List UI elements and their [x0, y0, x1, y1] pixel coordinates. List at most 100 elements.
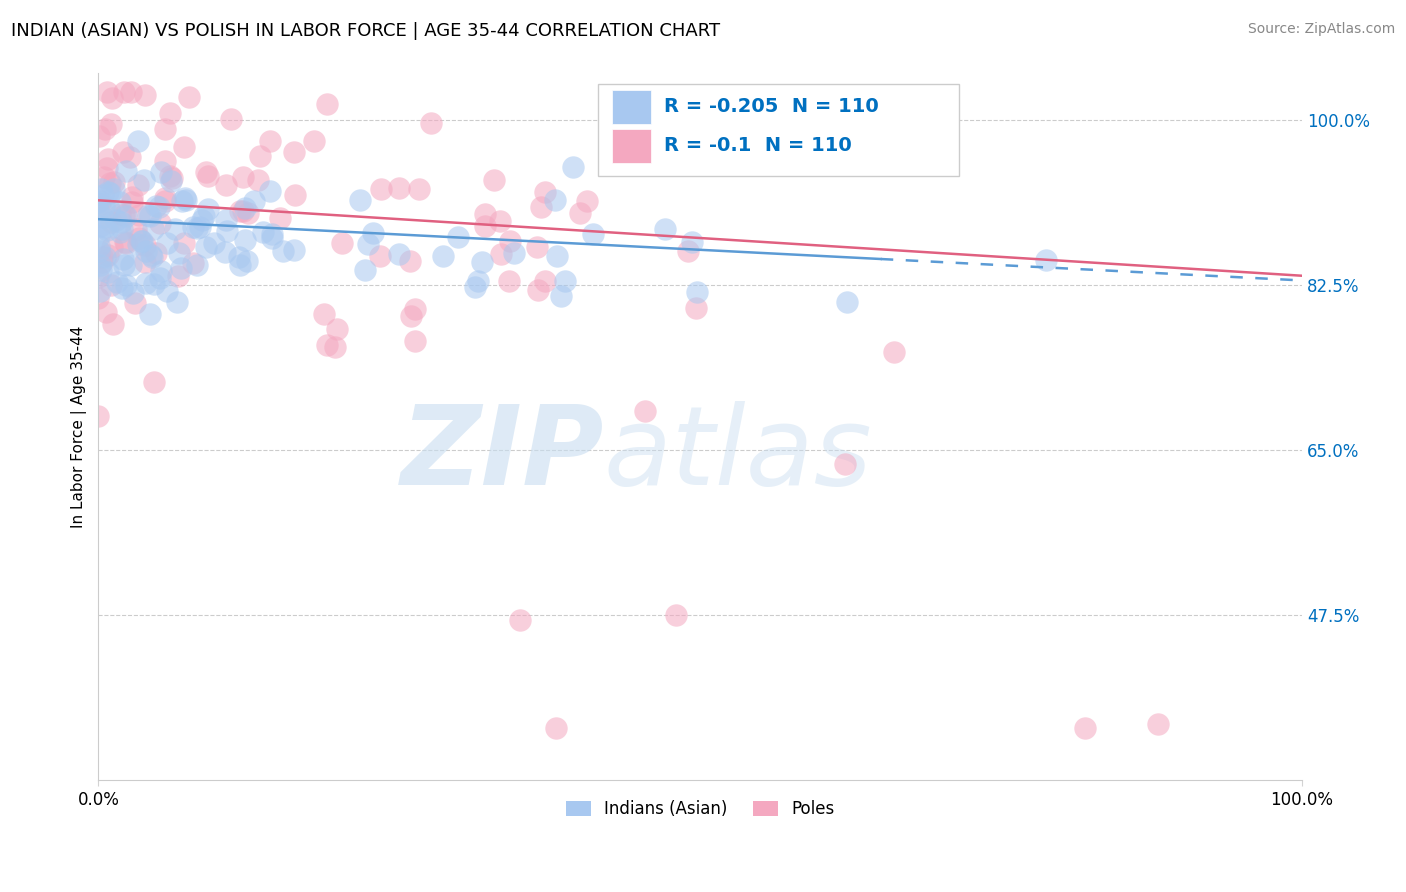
- Point: [302, 134, 325, 148]
- Point: [194, 164, 217, 178]
- Point: [526, 283, 548, 297]
- Point: [498, 235, 520, 249]
- Point: [156, 284, 179, 298]
- Point: [89, 239, 111, 253]
- Point: [260, 227, 283, 241]
- Point: [315, 97, 337, 112]
- Point: [354, 263, 377, 277]
- Point: [111, 281, 134, 295]
- Point: [398, 254, 420, 268]
- Point: [131, 234, 153, 248]
- Point: [97, 185, 120, 199]
- Point: [159, 105, 181, 120]
- Point: [173, 140, 195, 154]
- Point: [125, 222, 148, 236]
- Point: [582, 227, 605, 242]
- Point: [127, 178, 149, 192]
- Point: [681, 235, 703, 250]
- Point: [546, 249, 568, 263]
- FancyBboxPatch shape: [613, 128, 651, 163]
- Point: [87, 269, 110, 284]
- Point: [87, 202, 110, 217]
- Point: [93, 199, 115, 213]
- Text: R = -0.205  N = 110: R = -0.205 N = 110: [664, 97, 879, 117]
- Point: [110, 222, 132, 236]
- Point: [124, 295, 146, 310]
- Point: [115, 164, 138, 178]
- Point: [447, 230, 470, 244]
- Point: [464, 280, 486, 294]
- Point: [149, 271, 172, 285]
- Point: [103, 182, 125, 196]
- Point: [98, 202, 121, 216]
- Point: [127, 237, 149, 252]
- Point: [142, 277, 165, 291]
- Point: [676, 244, 699, 258]
- Point: [103, 175, 125, 189]
- Point: [236, 254, 259, 268]
- Point: [93, 170, 115, 185]
- Point: [404, 334, 426, 348]
- Point: [136, 208, 159, 222]
- Point: [142, 375, 165, 389]
- Point: [169, 260, 191, 275]
- Point: [474, 219, 496, 233]
- Text: INDIAN (ASIAN) VS POLISH IN LABOR FORCE | AGE 35-44 CORRELATION CHART: INDIAN (ASIAN) VS POLISH IN LABOR FORCE …: [11, 22, 720, 40]
- Point: [89, 197, 111, 211]
- Point: [174, 193, 197, 207]
- Point: [214, 244, 236, 259]
- Point: [121, 195, 143, 210]
- Point: [170, 194, 193, 208]
- Point: [432, 249, 454, 263]
- Point: [112, 258, 135, 272]
- Point: [283, 145, 305, 159]
- Point: [186, 221, 208, 235]
- Point: [685, 301, 707, 315]
- Point: [284, 187, 307, 202]
- Point: [96, 85, 118, 99]
- Point: [665, 608, 688, 623]
- Point: [139, 307, 162, 321]
- Point: [90, 263, 112, 277]
- Point: [576, 194, 599, 208]
- Point: [474, 207, 496, 221]
- Point: [94, 220, 117, 235]
- Point: [191, 213, 214, 227]
- Point: [149, 263, 172, 277]
- Point: [128, 231, 150, 245]
- Point: [155, 122, 177, 136]
- Point: [110, 225, 132, 239]
- Point: [153, 194, 176, 208]
- Point: [167, 245, 190, 260]
- Point: [127, 135, 149, 149]
- Point: [228, 203, 250, 218]
- Point: [90, 251, 112, 265]
- Point: [181, 256, 204, 270]
- Point: [87, 195, 110, 210]
- Point: [489, 214, 512, 228]
- Point: [120, 150, 142, 164]
- Point: [153, 191, 176, 205]
- Point: [134, 254, 156, 268]
- Y-axis label: In Labor Force | Age 35-44: In Labor Force | Age 35-44: [72, 326, 87, 528]
- Point: [835, 295, 858, 310]
- Point: [112, 85, 135, 99]
- Point: [186, 258, 208, 272]
- Point: [96, 222, 118, 236]
- Point: [134, 87, 156, 102]
- Point: [530, 200, 553, 214]
- Legend: Indians (Asian), Poles: Indians (Asian), Poles: [560, 794, 841, 825]
- Point: [686, 285, 709, 299]
- Point: [233, 201, 256, 215]
- Point: [370, 181, 392, 195]
- Point: [482, 173, 505, 187]
- Point: [145, 199, 167, 213]
- Point: [108, 195, 131, 210]
- Point: [188, 219, 211, 234]
- Point: [98, 186, 121, 201]
- Point: [323, 340, 346, 354]
- Point: [97, 248, 120, 262]
- Point: [91, 211, 114, 225]
- Point: [121, 190, 143, 204]
- Point: [159, 169, 181, 183]
